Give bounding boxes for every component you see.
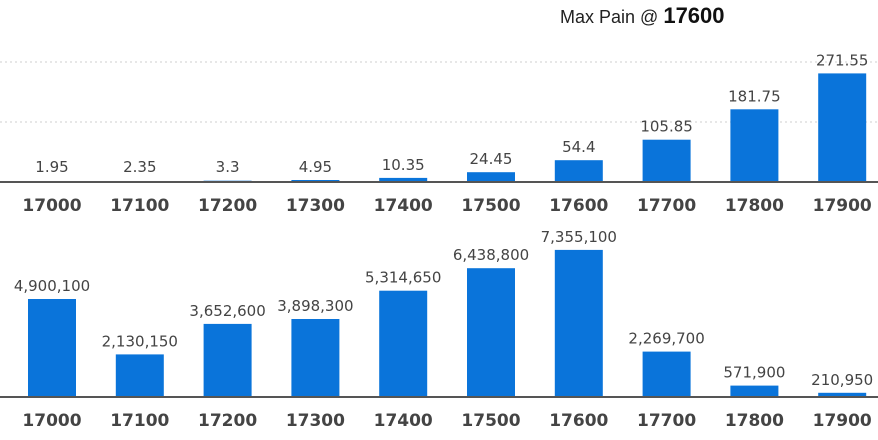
oi-premium-category-label: 17500 [461,196,520,216]
oi-premium-category-label: 17400 [374,196,433,216]
open-interest-category-label: 17100 [110,411,169,431]
oi-premium-value-label: 3.3 [216,158,240,176]
max-pain-title: Max Pain @ 17600 [560,3,725,29]
oi-premium-category-label: 17900 [813,196,872,216]
oi-premium-value-label: 105.85 [640,118,693,136]
open-interest-category-label: 17700 [637,411,696,431]
open-interest-bar[interactable] [203,323,252,397]
max-pain-value: 17600 [663,3,725,28]
open-interest-bar[interactable] [818,392,867,397]
oi-premium-bar[interactable] [467,172,515,182]
open-interest-bar[interactable] [554,249,603,397]
open-interest-bar[interactable] [115,354,164,397]
oi-premium-value-label: 271.55 [816,51,869,69]
oi-premium-value-label: 4.95 [299,158,332,176]
open-interest-category-label: 17800 [725,411,784,431]
oi-premium-bar[interactable] [554,160,603,182]
open-interest-bar[interactable] [467,268,515,397]
open-interest-category-label: 17200 [198,411,257,431]
open-interest-value-label: 6,438,800 [453,246,529,264]
open-interest-value-label: 2,130,150 [102,332,178,350]
oi-premium-bar[interactable] [818,73,867,182]
open-interest-value-label: 210,950 [811,371,873,389]
oi-premium-chart: 1.95 17000 2.35 17100 3.3 17200 4.95 17300 10.35… [0,51,878,216]
open-interest-value-label: 2,269,700 [628,330,704,348]
open-interest-bar[interactable] [28,299,76,397]
oi-premium-category-label: 17800 [725,196,784,216]
open-interest-value-label: 3,652,600 [189,302,265,320]
oi-premium-value-label: 1.95 [35,158,68,176]
open-interest-bar[interactable] [642,351,691,397]
oi-premium-category-label: 17200 [198,196,257,216]
open-interest-value-label: 571,900 [723,364,785,382]
chart-header: Max Pain @ 17600 [0,0,878,36]
open-interest-value-label: 3,898,300 [277,297,353,315]
open-interest-category-label: 17500 [461,411,520,431]
open-interest-category-label: 17600 [549,411,608,431]
oi-premium-category-label: 17700 [637,196,696,216]
open-interest-bar[interactable] [730,385,779,397]
oi-premium-bar[interactable] [730,109,779,182]
open-interest-value-label: 4,900,100 [14,277,90,295]
oi-premium-value-label: 54.4 [562,138,595,156]
open-interest-category-label: 17300 [286,411,345,431]
open-interest-category-label: 17000 [22,411,81,431]
open-interest-value-label: 7,355,100 [541,228,617,246]
open-interest-category-label: 17400 [374,411,433,431]
oi-premium-category-label: 17600 [549,196,608,216]
oi-premium-category-label: 17300 [286,196,345,216]
open-interest-bar[interactable] [379,290,428,397]
oi-premium-bar[interactable] [642,139,691,182]
oi-premium-value-label: 181.75 [728,87,781,105]
open-interest-chart: 4,900,100 17000 2,130,150 17100 3,652,600 172… [0,228,878,431]
open-interest-bar[interactable] [291,319,340,397]
open-interest-value-label: 5,314,650 [365,269,441,287]
oi-premium-bar[interactable] [379,177,428,182]
oi-premium-value-label: 10.35 [382,156,425,174]
oi-premium-value-label: 24.45 [470,150,513,168]
oi-premium-category-label: 17000 [22,196,81,216]
open-interest-category-label: 17900 [813,411,872,431]
oi-premium-value-label: 2.35 [123,158,156,176]
max-pain-label: Max Pain @ [560,7,659,27]
oi-premium-category-label: 17100 [110,196,169,216]
